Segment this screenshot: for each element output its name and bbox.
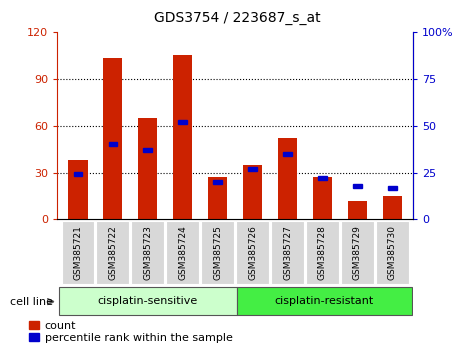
Text: GSM385727: GSM385727 [283, 225, 292, 280]
Bar [313, 177, 332, 219]
Text: GSM385729: GSM385729 [353, 225, 362, 280]
FancyBboxPatch shape [236, 221, 269, 284]
Text: GSM385726: GSM385726 [248, 225, 257, 280]
Text: GSM385728: GSM385728 [318, 225, 327, 280]
Bar [108, 142, 117, 147]
Bar [388, 185, 397, 189]
FancyBboxPatch shape [166, 221, 199, 284]
FancyBboxPatch shape [96, 221, 129, 284]
Bar [208, 177, 227, 219]
FancyBboxPatch shape [237, 287, 411, 315]
Bar [278, 138, 297, 219]
Text: GSM385723: GSM385723 [143, 225, 152, 280]
Text: GSM385722: GSM385722 [108, 225, 117, 280]
Bar [68, 160, 87, 219]
Bar [74, 172, 82, 176]
FancyBboxPatch shape [341, 221, 374, 284]
FancyBboxPatch shape [271, 221, 304, 284]
Text: GDS3754 / 223687_s_at: GDS3754 / 223687_s_at [154, 11, 321, 25]
Bar [143, 148, 152, 152]
Bar [213, 180, 222, 184]
Text: GSM385721: GSM385721 [74, 225, 83, 280]
Text: GSM385724: GSM385724 [178, 225, 187, 280]
Bar [348, 201, 367, 219]
Text: cisplatin-resistant: cisplatin-resistant [275, 296, 374, 306]
Bar [248, 167, 257, 171]
Text: cell line: cell line [10, 297, 53, 307]
FancyBboxPatch shape [306, 221, 339, 284]
FancyBboxPatch shape [201, 221, 234, 284]
Bar [138, 118, 157, 219]
Bar [179, 120, 187, 124]
FancyBboxPatch shape [59, 287, 237, 315]
FancyBboxPatch shape [62, 221, 95, 284]
Text: GSM385730: GSM385730 [388, 225, 397, 280]
Bar [173, 55, 192, 219]
FancyBboxPatch shape [132, 221, 164, 284]
Bar [318, 176, 327, 180]
Legend: count, percentile rank within the sample: count, percentile rank within the sample [29, 321, 233, 343]
Bar [353, 184, 362, 188]
Bar [243, 165, 262, 219]
Text: cisplatin-sensitive: cisplatin-sensitive [98, 296, 198, 306]
Bar [383, 196, 402, 219]
Bar [103, 58, 123, 219]
Text: GSM385725: GSM385725 [213, 225, 222, 280]
Bar [283, 152, 292, 156]
FancyBboxPatch shape [376, 221, 408, 284]
